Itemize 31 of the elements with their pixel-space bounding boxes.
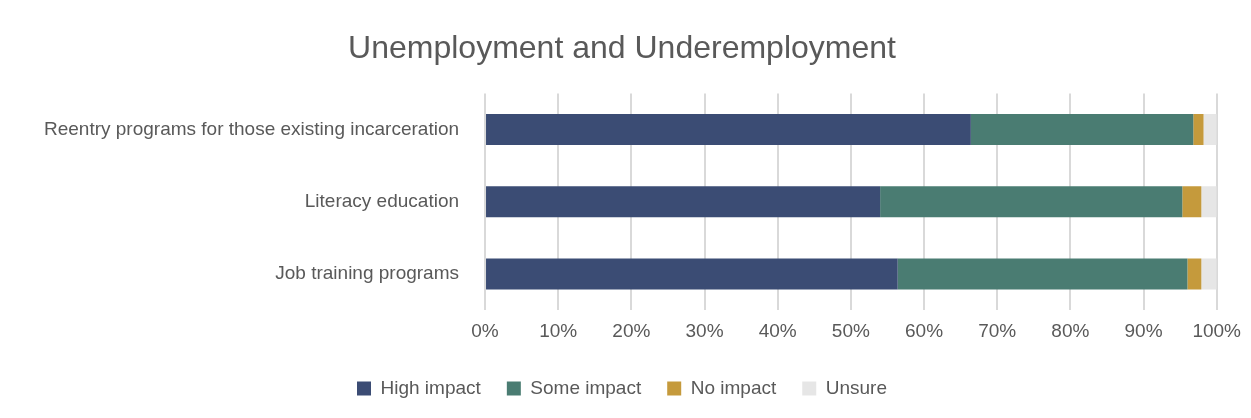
bar	[1182, 186, 1202, 218]
bar	[970, 114, 1194, 145]
y-tick-label: Reentry programs for those existing incarceration	[43, 117, 460, 139]
x-tick-label: 40%	[758, 319, 797, 341]
x-tick-label: 30%	[685, 319, 724, 341]
bar	[1203, 114, 1217, 145]
bar	[486, 186, 881, 218]
chart-title: Unemployment and Underemployment	[348, 29, 897, 66]
y-tick-label: Job training programs	[275, 262, 460, 284]
bar	[1187, 258, 1202, 290]
bar	[486, 258, 898, 290]
x-tick-label: 90%	[1124, 319, 1163, 341]
bar	[897, 258, 1188, 290]
x-tick-label: 0%	[471, 319, 499, 341]
x-tick-label: 20%	[612, 319, 651, 341]
bar	[1193, 114, 1204, 145]
legend-label: Unsure	[825, 376, 887, 398]
x-tick-label: 50%	[831, 319, 870, 341]
x-tick-label: 60%	[905, 319, 944, 341]
x-tick-label: 80%	[1051, 319, 1090, 341]
bar	[1201, 186, 1217, 218]
bar	[1201, 258, 1217, 290]
legend-label: No impact	[690, 376, 777, 398]
bar	[486, 114, 971, 145]
y-tick-label: Literacy education	[304, 190, 460, 212]
x-tick-label: 100%	[1192, 319, 1242, 341]
legend-label: High impact	[380, 376, 482, 398]
legend-label: Some impact	[530, 376, 642, 398]
x-tick-label: 10%	[539, 319, 578, 341]
bar	[880, 186, 1183, 218]
x-tick-label: 70%	[978, 319, 1017, 341]
